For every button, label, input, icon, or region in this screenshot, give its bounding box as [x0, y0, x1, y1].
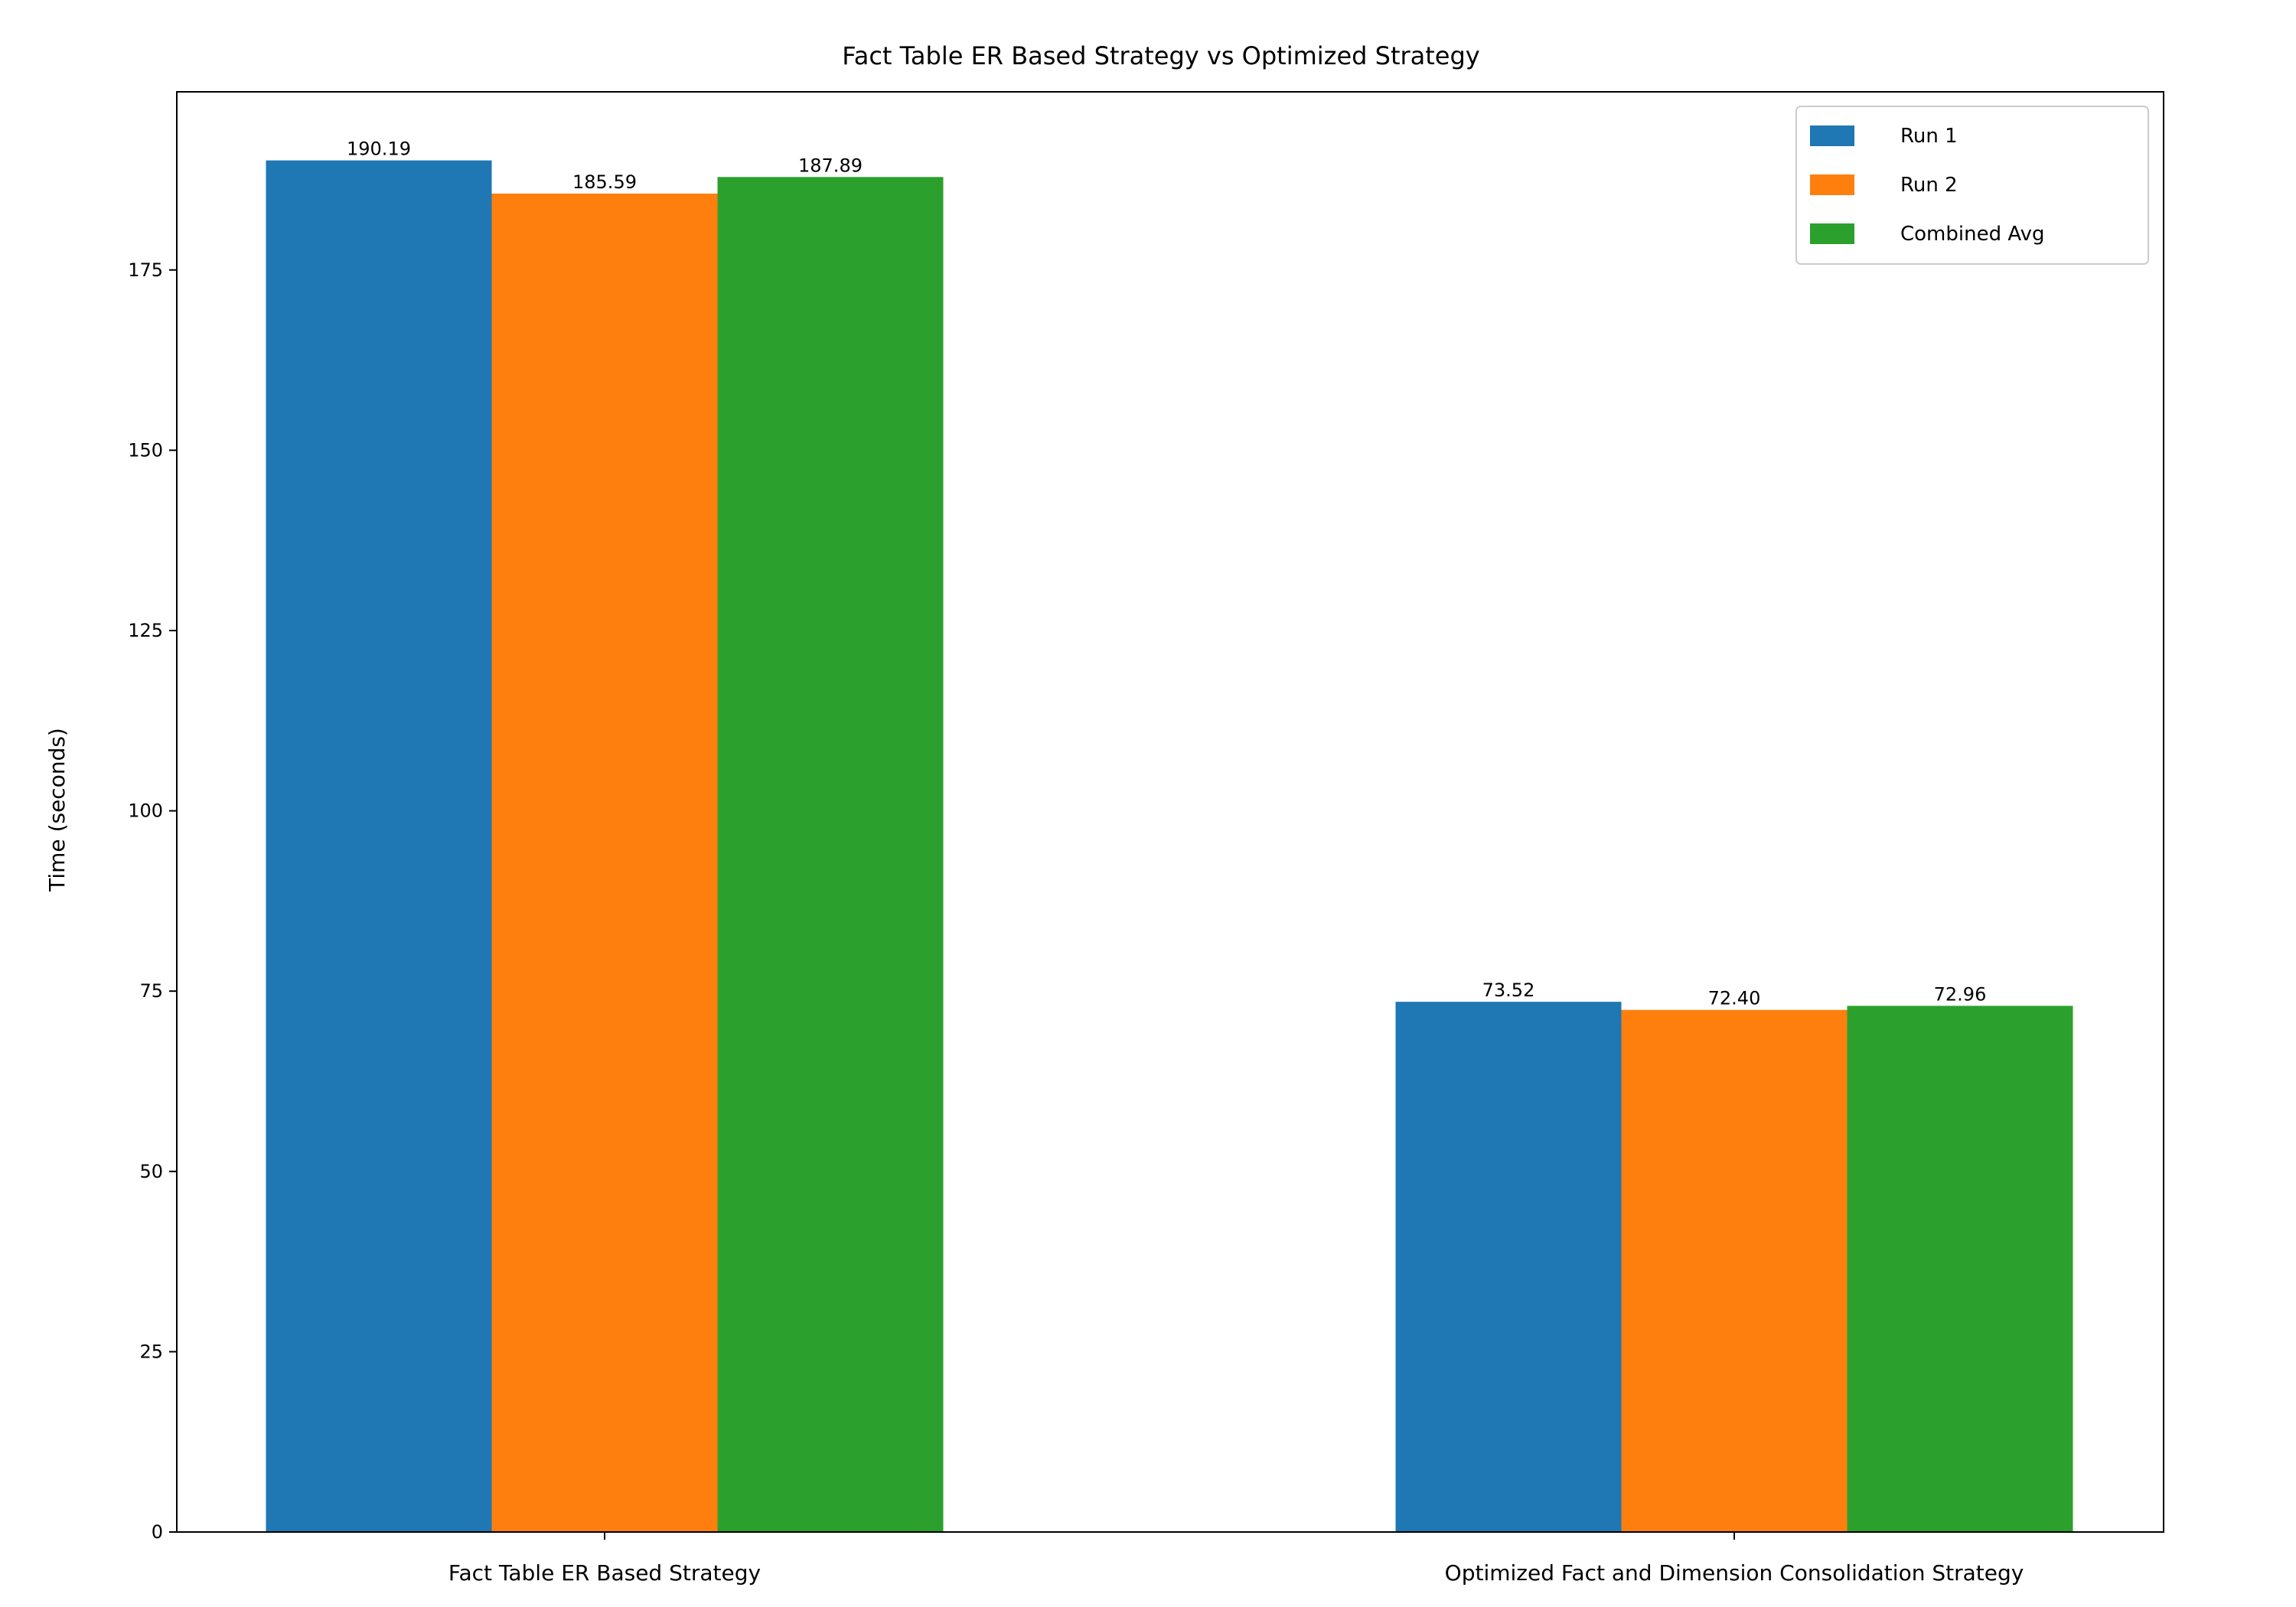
legend-box	[1795, 106, 2149, 265]
y-tick-label: 75	[139, 980, 163, 1002]
bar-value-label: 190.19	[347, 139, 411, 160]
y-tick-label: 100	[128, 800, 163, 822]
bars-group	[266, 160, 2073, 1532]
chart-title: Fact Table ER Based Strategy vs Optimize…	[842, 41, 1479, 70]
bar-value-label: 72.96	[1934, 983, 1987, 1005]
legend-label: Run 1	[1900, 125, 1958, 148]
y-tick-label: 125	[128, 620, 163, 641]
x-tick-label: Optimized Fact and Dimension Consolidati…	[1445, 1560, 2024, 1586]
y-tick-label: 150	[128, 439, 163, 461]
y-tick-label: 25	[139, 1341, 163, 1362]
bar-labels-group: 190.19 73.52 185.59 72.40 187.89 72.96	[347, 139, 1986, 1009]
bar	[266, 160, 492, 1532]
bar	[1395, 1002, 1622, 1532]
legend-swatch	[1810, 223, 1854, 244]
legend-swatch	[1810, 125, 1854, 146]
x-axis: Fact Table ER Based Strategy Optimized Fa…	[448, 1532, 2024, 1586]
bar-value-label: 185.59	[572, 171, 637, 193]
legend-swatch	[1810, 174, 1854, 195]
x-tick-label: Fact Table ER Based Strategy	[448, 1560, 761, 1586]
bar-value-label: 187.89	[798, 155, 863, 176]
bar-value-label: 72.40	[1708, 988, 1761, 1009]
bar	[1621, 1009, 1848, 1532]
legend: Run 1 Run 2 Combined Avg	[1795, 106, 2149, 265]
bar	[717, 177, 944, 1532]
y-axis: 0 25 50 75 100 125 150 175	[128, 259, 177, 1543]
legend-label: Run 2	[1900, 174, 1958, 197]
plot-frame	[176, 91, 2164, 1533]
legend-label: Combined Avg	[1900, 223, 2045, 246]
bar	[1847, 1006, 2073, 1532]
y-tick-label: 175	[128, 259, 163, 281]
bar	[491, 193, 718, 1532]
y-axis-label: Time (seconds)	[44, 728, 70, 892]
y-tick-label: 0	[152, 1521, 163, 1543]
bar-value-label: 73.52	[1482, 980, 1535, 1001]
y-tick-label: 50	[139, 1161, 163, 1182]
